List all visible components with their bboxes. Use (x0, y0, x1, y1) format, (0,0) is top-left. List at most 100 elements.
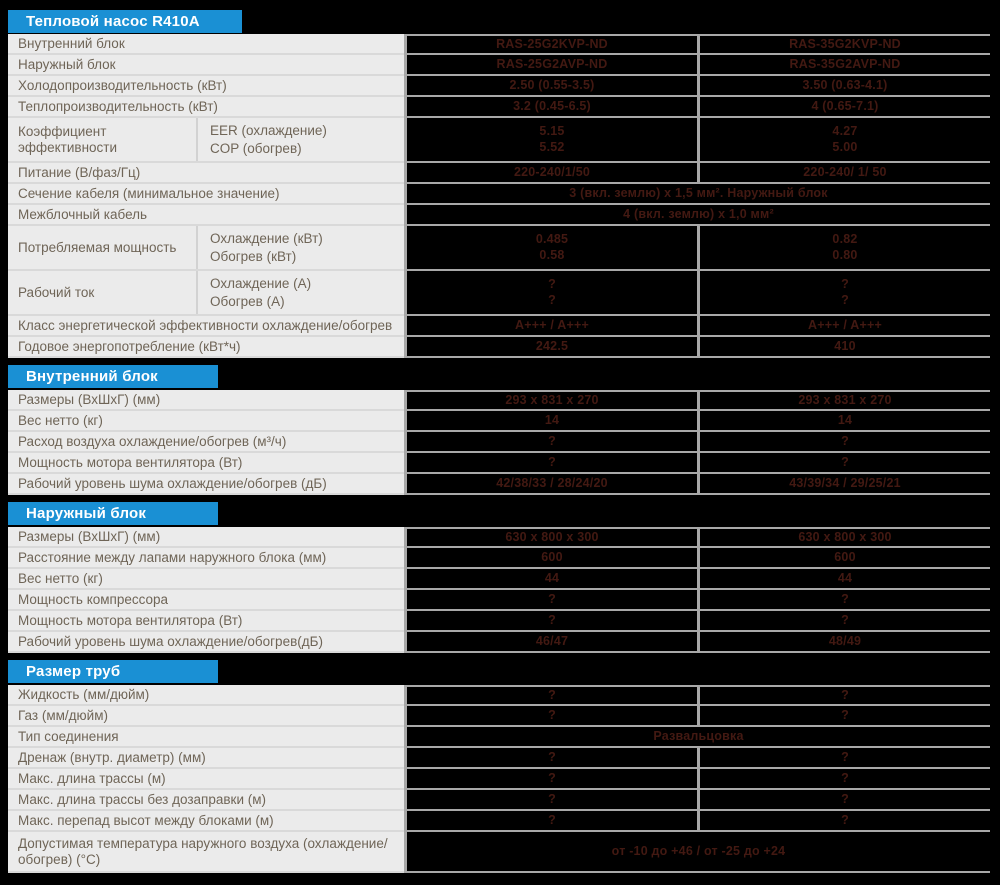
table-row: Макс. перепад высот между блоками (м)?? (8, 811, 990, 832)
table-row: Годовое энергопотребление (кВт*ч) 242.5 41… (8, 337, 990, 358)
row-label-text: Размеры (ВхШхГ) (мм) (18, 391, 161, 407)
table-row: Класс энергетической эффективности охлаж… (8, 316, 990, 337)
value-cell: 44 (407, 569, 697, 588)
value-cell: 293 х 831 х 270 (407, 392, 697, 409)
value-cell: ? (700, 590, 990, 609)
row-label-text: Жидкость (мм/дюйм) (18, 686, 150, 702)
row-label-cell: Расход воздуха охлаждение/обогрев (м³/ч) (8, 432, 404, 453)
section-header-label: Внутренний блок (26, 368, 158, 385)
table-row: Дренаж (внутр. диаметр) (мм)?? (8, 748, 990, 769)
value-text: ? (548, 276, 556, 291)
value-cell: ? (407, 790, 697, 809)
row-label-text: Мощность компрессора (18, 591, 169, 607)
value-text: ? (548, 292, 556, 307)
table-row: Сечение кабеля (минимальное значение) 3 (… (8, 184, 990, 205)
value-cell: 600 (700, 548, 990, 567)
value-text: ? (841, 812, 849, 827)
value-text: ? (548, 812, 556, 827)
row-sublabel: Обогрев (кВт) (210, 248, 297, 264)
value-text: 46/47 (535, 633, 569, 648)
value-text: ? (841, 591, 849, 606)
row-label-cell: Вес нетто (кг) (8, 569, 404, 590)
section-header-label: Наружный блок (26, 505, 147, 522)
row-values: ?? (404, 432, 990, 453)
value-text: ? (548, 770, 556, 785)
row-label-cell: Макс. длина трассы без дозаправки (м) (8, 790, 404, 811)
value-text: 293 х 831 х 270 (798, 392, 892, 407)
value-cell: 5.15 5.52 (407, 118, 697, 161)
section-header-bar: Наружный блок (8, 502, 218, 525)
value-text: A+++ / A+++ (807, 317, 882, 332)
value-cell: 410 (700, 337, 990, 356)
row-label-text: Рабочий ток (18, 284, 95, 300)
table-row: Теплопроизводительность (кВт) 3.2 (0.45-6… (8, 97, 990, 118)
row-values: ?? (404, 590, 990, 611)
value-cell: RAS-35G2KVP-ND (700, 36, 990, 53)
value-cell: 4.27 5.00 (700, 118, 990, 161)
section-header-bar: Внутренний блок (8, 365, 218, 388)
row-values: 0.485 0.58 0.82 0.80 (404, 226, 990, 271)
table-row: Межблочный кабель 4 (вкл. землю) х 1,0 мм… (8, 205, 990, 226)
value-cell: ? (700, 790, 990, 809)
table-row: Рабочий ток Охлаждение (А) Обогрев (А)???? (8, 271, 990, 316)
value-text: ? (841, 276, 849, 291)
value-text: 630 х 800 х 300 (798, 529, 892, 544)
value-text: 43/39/34 / 29/25/21 (789, 475, 901, 490)
value-cell: 48/49 (700, 632, 990, 651)
value-text: ? (548, 612, 556, 627)
row-values: 42/38/33 / 28/24/20 43/39/34 / 29/25/21 (404, 474, 990, 495)
row-label-text: Расход воздуха охлаждение/обогрев (м³/ч) (18, 433, 287, 449)
row-values: ?? (404, 453, 990, 474)
row-label-cell: Рабочий уровень шума охлаждение/обогрев(… (8, 632, 404, 653)
row-label-cell: Питание (В/фаз/Гц) (8, 163, 404, 184)
table-row: Допустимая температура наружного воздуха… (8, 832, 990, 873)
value-text: ? (841, 791, 849, 806)
table-row: Внутренний блок RAS-25G2KVP-ND RAS-35G2KVP… (8, 34, 990, 55)
value-text: ? (548, 591, 556, 606)
row-values: 14 14 (404, 411, 990, 432)
value-text: 220-240/ 1/ 50 (803, 164, 887, 179)
spec-table: Тепловой насос R410А Внутренний блок RAS-… (8, 10, 990, 881)
value-cell: ? (407, 611, 697, 630)
row-label-cell: Рабочий уровень шума охлаждение/обогрев … (8, 474, 404, 495)
row-label-cell: Класс энергетической эффективности охлаж… (8, 316, 404, 337)
value-text: 3.50 (0.63-4.1) (802, 77, 888, 92)
row-label: Потребляемая мощность (8, 226, 198, 269)
row-label-cell: Вес нетто (кг) (8, 411, 404, 432)
row-label-text: Макс. длина трассы (м) (18, 770, 166, 786)
row-label-text: Питание (В/фаз/Гц) (18, 164, 141, 180)
row-label-cell: Тип соединения (8, 727, 404, 748)
value-cell: ? (407, 687, 697, 704)
value-cell: ? (407, 769, 697, 788)
row-label-cell: Дренаж (внутр. диаметр) (мм) (8, 748, 404, 769)
value-text: ? (841, 707, 849, 722)
table-row: Мощность мотора вентилятора (Вт)?? (8, 611, 990, 632)
table-row: Вес нетто (кг) 44 44 (8, 569, 990, 590)
row-label-cell: Газ (мм/дюйм) (8, 706, 404, 727)
row-label-text: Холодопроизводительность (кВт) (18, 77, 227, 93)
table-row: Наружный блок RAS-25G2AVP-ND RAS-35G2AVP-N… (8, 55, 990, 76)
row-values: 3.2 (0.45-6.5) 4 (0.65-7.1) (404, 97, 990, 118)
table-row: Расстояние между лапами наружного блока … (8, 548, 990, 569)
value-cell: ? (700, 432, 990, 451)
row-values: 220-240/1/50 220-240/ 1/ 50 (404, 163, 990, 184)
row-label-text: Внутренний блок (18, 35, 125, 51)
table-row: Расход воздуха охлаждение/обогрев (м³/ч)… (8, 432, 990, 453)
row-values: 46/47 48/49 (404, 632, 990, 653)
value-cell: 3.50 (0.63-4.1) (700, 76, 990, 95)
value-cell: ? (700, 769, 990, 788)
value-cell: 44 (700, 569, 990, 588)
value-cell: A+++ / A+++ (700, 316, 990, 335)
value-cell: ?? (700, 271, 990, 314)
value-text: 0.58 (539, 247, 565, 262)
row-label-text: Мощность мотора вентилятора (Вт) (18, 454, 243, 470)
value-text: ? (548, 791, 556, 806)
row-sublabels: Охлаждение (кВт) Обогрев (кВт) (198, 231, 404, 263)
value-cell: 46/47 (407, 632, 697, 651)
table-row: Макс. длина трассы без дозаправки (м)?? (8, 790, 990, 811)
table-row: Питание (В/фаз/Гц) 220-240/1/50 220-240/ 1… (8, 163, 990, 184)
value-text: 410 (834, 338, 856, 353)
value-cell: 43/39/34 / 29/25/21 (700, 474, 990, 493)
value-cell: ? (407, 748, 697, 767)
